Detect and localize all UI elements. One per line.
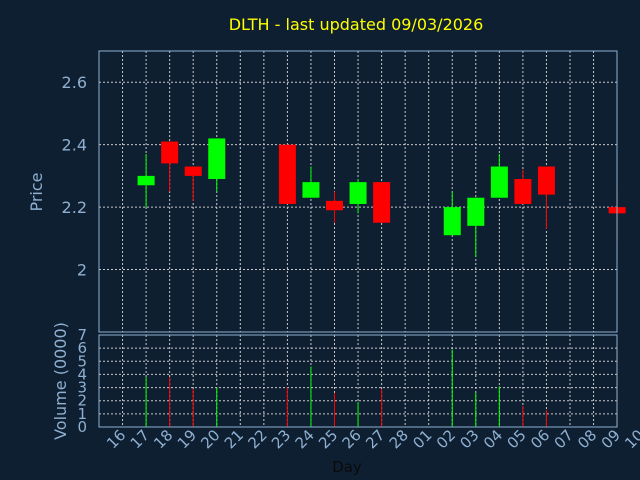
price-tick-label: 2.6 <box>62 73 87 92</box>
price-axis-ticks: 2 2.2 2.4 2.6 <box>62 73 87 279</box>
candle-body <box>467 197 485 226</box>
volume-plot-frame <box>98 334 618 428</box>
candle-body <box>326 200 343 211</box>
candle-body <box>302 182 320 198</box>
candle-body <box>514 179 532 204</box>
volume-tick-label: 5 <box>77 352 87 370</box>
price-candles <box>137 138 626 258</box>
chart-title: DLTH - last updated 09/03/2026 <box>229 15 484 34</box>
volume-tick-label: 0 <box>77 418 87 436</box>
candle-body <box>161 141 179 164</box>
volume-axis-label: Volume (0000) <box>51 322 70 440</box>
candle-body <box>537 166 555 195</box>
volume-tick-label: 3 <box>77 379 87 397</box>
volume-tick-label: 6 <box>77 339 87 357</box>
volume-tick-label: 7 <box>77 326 87 344</box>
candle-body <box>208 138 226 180</box>
candle-body <box>349 182 367 204</box>
candle-body <box>373 182 391 223</box>
price-tick-label: 2.2 <box>62 198 87 217</box>
x-axis-label: Day <box>332 458 362 476</box>
price-axis-label: Price <box>27 172 46 211</box>
volume-tick-label: 1 <box>77 405 87 423</box>
price-plot-frame <box>98 50 618 333</box>
x-axis-ticks: 1617181920212223242526272801020304050607… <box>103 426 640 452</box>
price-tick-label: 2.4 <box>62 136 87 155</box>
candle-body <box>443 207 461 236</box>
candle-body <box>184 166 202 176</box>
candle-body <box>278 144 296 204</box>
candle-body <box>137 175 155 186</box>
price-tick-label: 2 <box>77 261 87 280</box>
volume-tick-label: 4 <box>77 365 87 383</box>
volume-tick-label: 2 <box>77 392 87 410</box>
candle-body <box>490 166 508 198</box>
